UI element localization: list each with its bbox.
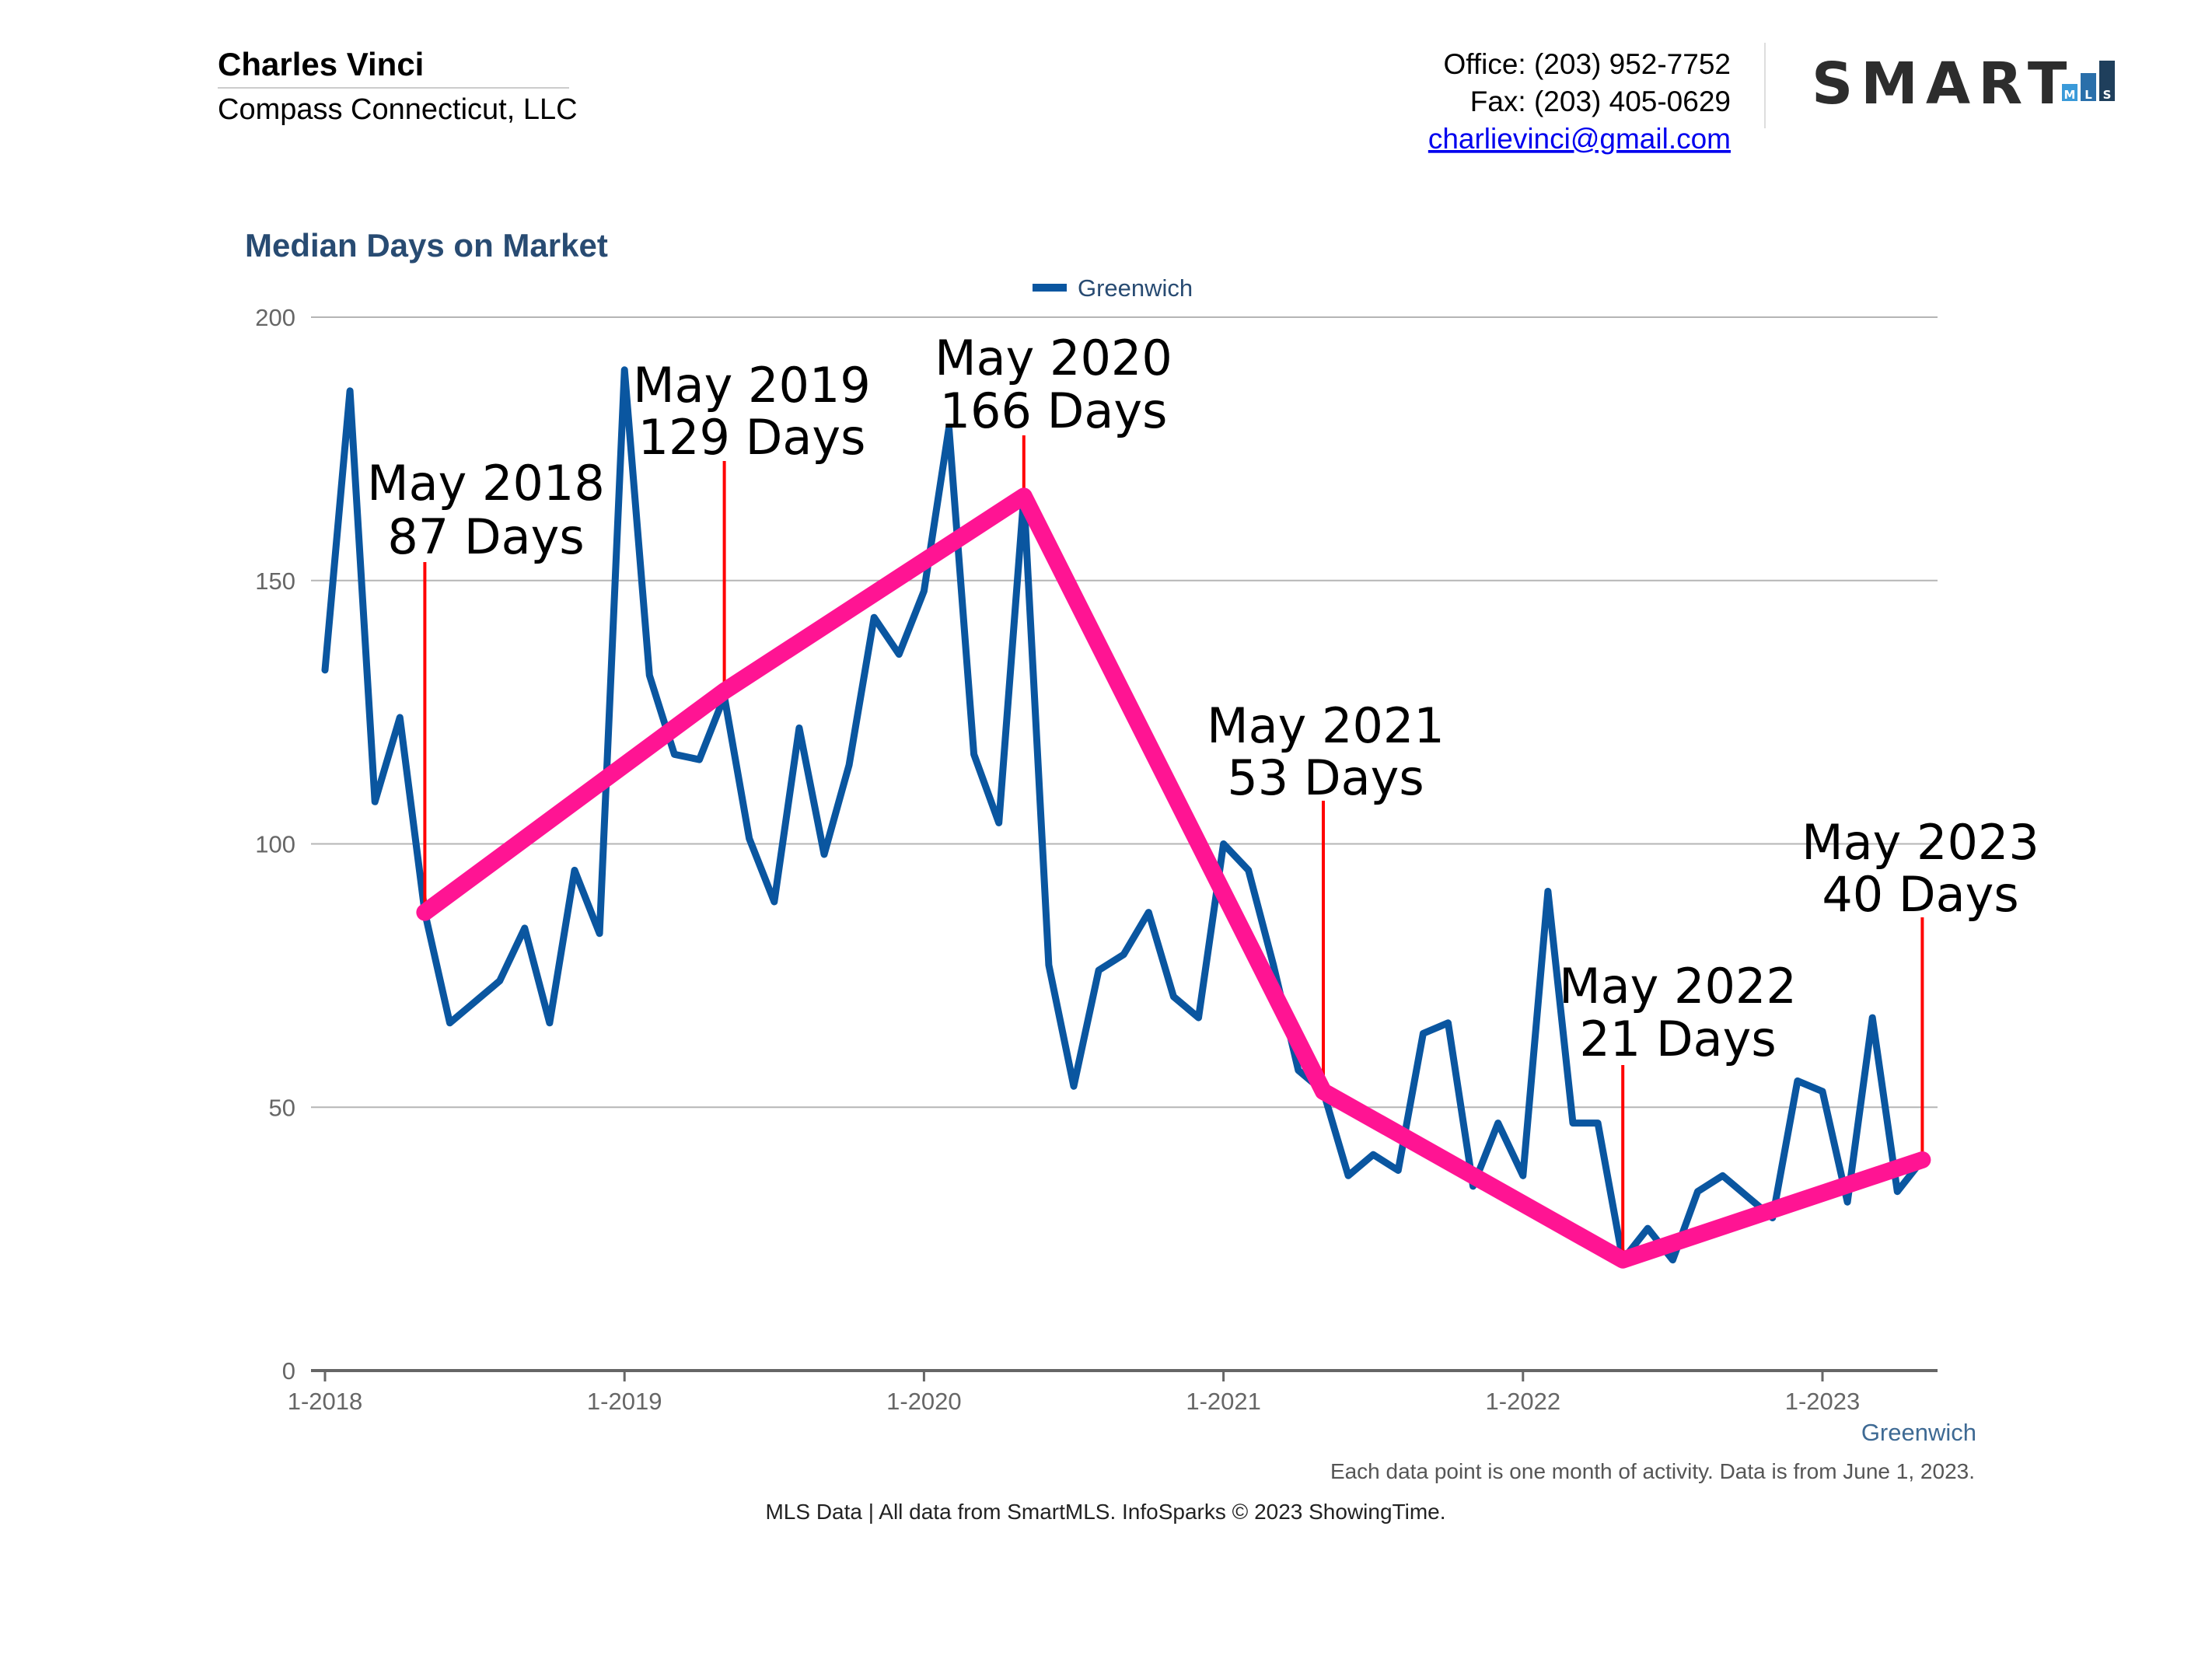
trend-line [416, 487, 1931, 1269]
x-tick-label: 1-2020 [886, 1388, 962, 1415]
x-tick-label: 1-2021 [1186, 1388, 1261, 1415]
logo-wordmark: SMART [1812, 51, 2074, 117]
x-tick-label: 1-2023 [1785, 1388, 1861, 1415]
logo-sub-l: L [2084, 88, 2092, 102]
logo-bar-m [2062, 84, 2077, 101]
y-tick-label: 150 [255, 568, 295, 595]
series-axis-label: Greenwich [1861, 1419, 1976, 1446]
legend-swatch [1033, 284, 1067, 292]
agent-name: Charles Vinci [218, 46, 424, 82]
annotation-label-month: May 2019 [633, 357, 871, 414]
annotation-label-month: May 2023 [1801, 814, 2039, 871]
annotation-label-month: May 2021 [1207, 697, 1445, 754]
chart-title: Median Days on Market [245, 227, 608, 264]
data-note: Each data point is one month of activity… [1330, 1459, 1975, 1483]
logo-sub-m: M [2064, 88, 2076, 102]
legend-label: Greenwich [1078, 274, 1193, 302]
agent-company: Compass Connecticut, LLC [218, 93, 578, 126]
y-tick-label: 200 [255, 304, 295, 331]
series-line-greenwich [321, 366, 1926, 1264]
credit-line: MLS Data | All data from SmartMLS. InfoS… [765, 1500, 1445, 1524]
annotation-label-days: 129 Days [638, 409, 866, 466]
x-tick-label: 1-2022 [1486, 1388, 1561, 1415]
annotation-markers [423, 435, 1924, 1260]
email-link[interactable]: charlievinci@gmail.com [1428, 123, 1731, 155]
x-axis-ticks: 1-2018 1-2019 1-2020 1-2021 1-2022 1-2023 [288, 1371, 1861, 1415]
annotation-label-days: 166 Days [940, 382, 1168, 439]
annotation-label-month: May 2020 [935, 330, 1172, 386]
trend-overlay [416, 487, 1931, 1269]
annotation-label-days: 21 Days [1579, 1011, 1776, 1067]
fax-number: Fax: (203) 405-0629 [1470, 86, 1731, 117]
smartmls-logo: SMART M L S [1812, 51, 2115, 117]
annotation-label-days: 87 Days [387, 508, 584, 565]
logo-bar-s [2099, 61, 2115, 101]
annotation-label-days: 53 Days [1227, 749, 1424, 806]
annotation-label-month: May 2022 [1559, 958, 1797, 1015]
series-greenwich [321, 366, 1926, 1264]
y-axis-ticks: 0 50 100 150 200 [255, 304, 295, 1385]
grid-lines [311, 316, 1938, 1109]
office-phone: Office: (203) 952-7752 [1443, 48, 1731, 80]
y-tick-label: 100 [255, 831, 295, 858]
annotation-label-days: 40 Days [1822, 866, 2018, 923]
legend: Greenwich [1033, 274, 1193, 302]
annotation-label-month: May 2018 [367, 455, 605, 512]
logo-bar-l [2081, 73, 2096, 101]
x-tick-label: 1-2018 [288, 1388, 363, 1415]
y-tick-label: 0 [282, 1357, 295, 1385]
logo-sub-s: S [2103, 88, 2112, 102]
x-tick-label: 1-2019 [587, 1388, 662, 1415]
y-tick-label: 50 [269, 1094, 295, 1121]
